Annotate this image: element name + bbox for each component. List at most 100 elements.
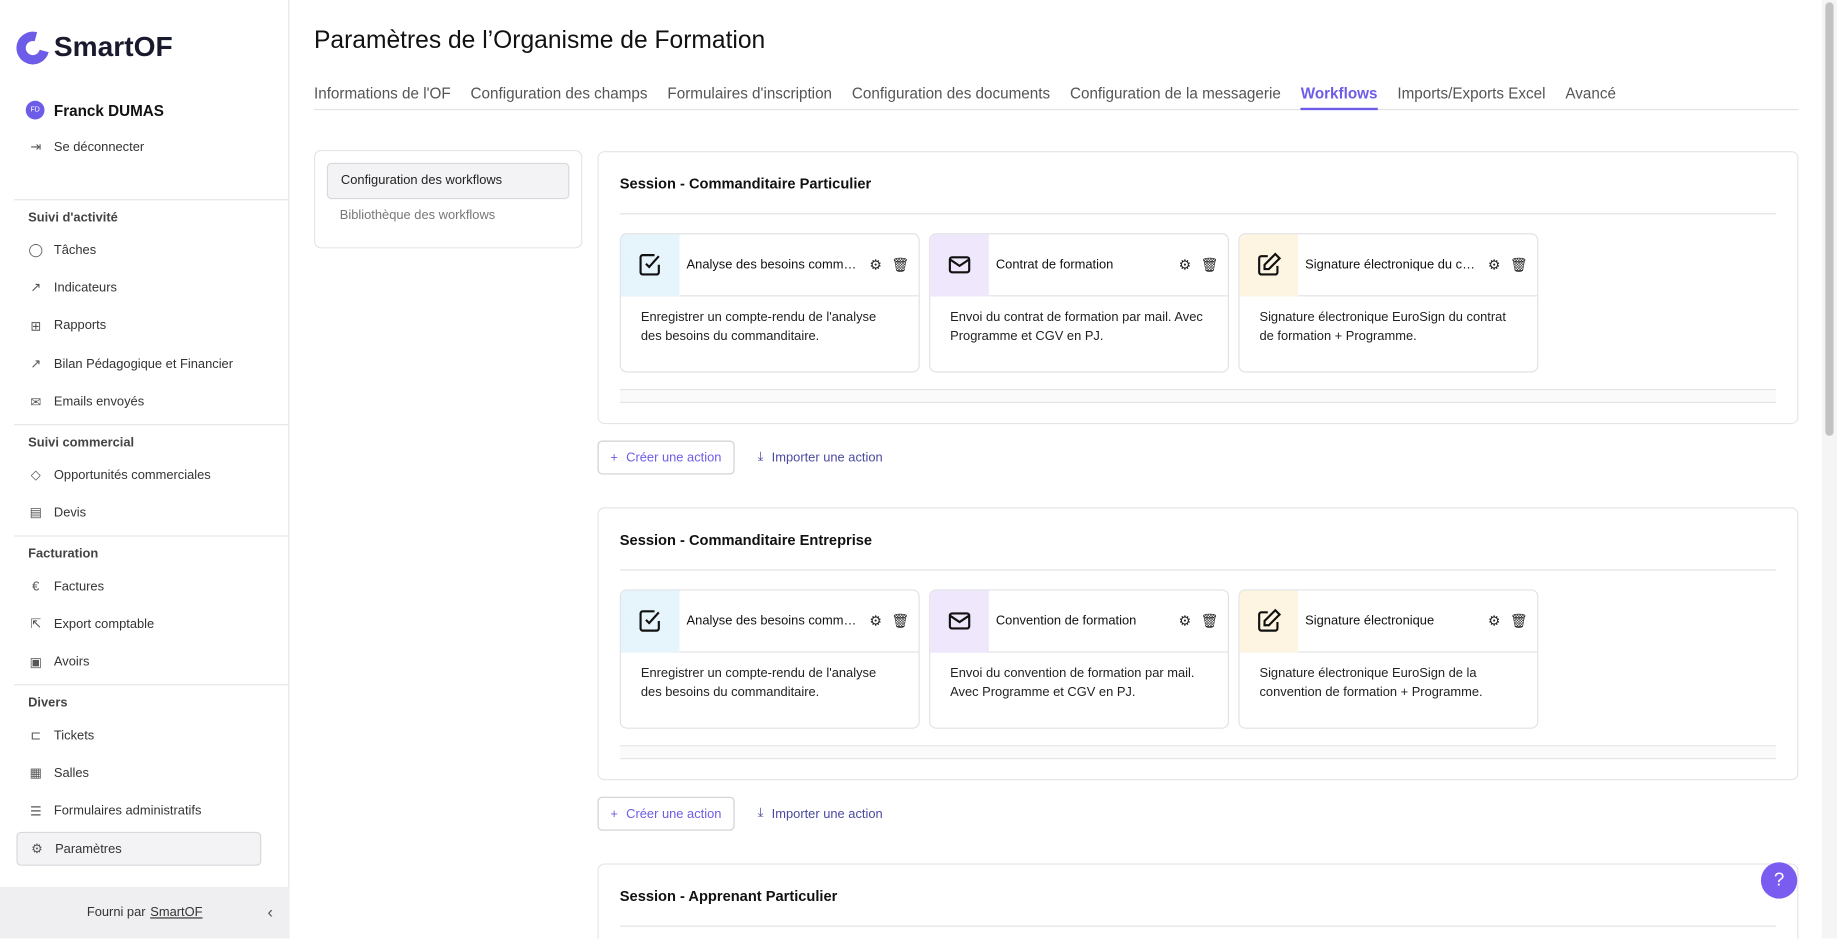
sidebar-item[interactable]: ✉ Emails envoyés: [16, 385, 261, 419]
action-title: Signature électronique: [1305, 613, 1435, 628]
cards-horizontal-scrollbar[interactable]: [619, 745, 1777, 760]
tab[interactable]: Informations de l'OF: [313, 84, 451, 102]
sidebar-item-label: Rapports: [53, 319, 107, 334]
divider: [619, 569, 1777, 571]
edit-icon: [1239, 234, 1299, 296]
action-description: Enregistrer un compte-rendu de l'analyse…: [640, 310, 877, 344]
tab[interactable]: Imports/Exports Excel: [1397, 84, 1546, 102]
footer-link[interactable]: SmartOF: [150, 905, 203, 920]
tab[interactable]: Formulaires d'inscription: [667, 84, 833, 102]
checkbox-icon: [620, 234, 680, 296]
trash-icon[interactable]: 🗑: [1200, 612, 1219, 630]
sidebar-item[interactable]: ☰ Formulaires administratifs: [16, 794, 261, 828]
footer-prefix: Fourni par: [86, 905, 146, 920]
main-content: Paramètres de l’Organisme de Formation I…: [291, 0, 1822, 939]
import-action-button[interactable]: ⤓ Importer une action: [758, 450, 883, 465]
workflow-actions: + Créer une action ⤓ Importer une action: [597, 440, 883, 475]
tab[interactable]: Avancé: [1565, 84, 1616, 102]
table-icon: ⊞: [30, 319, 42, 334]
sidebar-item[interactable]: ◇ Opportunités commerciales: [16, 458, 261, 492]
sidebar-item-label: Emails envoyés: [53, 394, 145, 409]
divider: [619, 925, 1777, 927]
workflow-panel: Session - Apprenant Particulier: [597, 863, 1799, 939]
settings-gear-icon[interactable]: ⚙: [1178, 612, 1192, 630]
tab[interactable]: Configuration de la messagerie: [1069, 84, 1281, 102]
gear-icon: ⚙: [31, 842, 43, 857]
create-action-label: Créer une action: [626, 806, 722, 821]
plus-icon: +: [610, 806, 618, 821]
settings-gear-icon[interactable]: ⚙: [1487, 256, 1501, 273]
sidebar-item[interactable]: ⊏ Tickets: [16, 718, 261, 752]
sidebar-section-title: Divers: [28, 695, 68, 710]
cards-horizontal-scrollbar[interactable]: [619, 388, 1777, 404]
sidebar-item-label: Indicateurs: [53, 281, 117, 296]
workflow-action-card[interactable]: Signature électronique du contrat ⚙ 🗑 Sig…: [1238, 233, 1539, 373]
sidebar-item[interactable]: ▦ Salles: [16, 756, 261, 790]
chart-icon: ↗: [30, 357, 42, 372]
divider: [619, 213, 1777, 215]
settings-gear-icon[interactable]: ⚙: [1487, 612, 1501, 630]
plus-icon: +: [610, 450, 618, 465]
workflow-action-card[interactable]: Analyse des besoins commanditaire ⚙ 🗑 Enr…: [619, 233, 920, 373]
trash-icon[interactable]: 🗑: [1509, 256, 1528, 273]
cash-icon: ▣: [29, 655, 42, 670]
settings-gear-icon[interactable]: ⚙: [869, 612, 882, 630]
collapse-sidebar-icon[interactable]: ‹: [267, 902, 273, 921]
help-button[interactable]: ?: [1760, 862, 1798, 899]
sidebar-item-label: Salles: [53, 766, 90, 781]
action-description: Signature électronique EuroSign de la co…: [1259, 666, 1483, 700]
trash-icon[interactable]: 🗑: [1200, 256, 1219, 273]
trash-icon[interactable]: 🗑: [1509, 612, 1528, 630]
logo[interactable]: SmartOF: [10, 25, 173, 71]
action-description: Envoi du convention de formation par mai…: [950, 666, 1195, 700]
sidebar-item-label: Paramètres: [55, 842, 122, 857]
settings-gear-icon[interactable]: ⚙: [869, 256, 882, 273]
logo-text: SmartOF: [53, 31, 173, 64]
page-scrollbar[interactable]: [1821, 0, 1837, 939]
sidebar-item[interactable]: ⚙ Paramètres: [16, 832, 262, 867]
workflow-action-card[interactable]: Contrat de formation ⚙ 🗑 Envoi du contrat…: [929, 233, 1230, 373]
sidebar-item[interactable]: ▤ Devis: [16, 496, 261, 530]
workflow-actions: + Créer une action ⤓ Importer une action: [597, 796, 883, 831]
sidebar-item-label: Tickets: [53, 728, 95, 743]
settings-gear-icon[interactable]: ⚙: [1178, 256, 1192, 273]
workflow-action-card[interactable]: Signature électronique ⚙ 🗑 Signature élec…: [1238, 589, 1539, 729]
sidebar-item[interactable]: € Factures: [16, 569, 261, 603]
sidebar-item[interactable]: ↗ Indicateurs: [16, 271, 261, 305]
subnav-library-workflows[interactable]: Bibliothèque des workflows: [339, 208, 496, 223]
mail-icon: ✉: [30, 395, 42, 410]
download-icon: ⤓: [757, 449, 764, 464]
tag-icon: ◇: [30, 468, 41, 483]
create-action-button[interactable]: + Créer une action: [597, 796, 735, 831]
import-action-button[interactable]: ⤓ Importer une action: [758, 806, 883, 821]
tab[interactable]: Configuration des documents: [851, 84, 1051, 102]
sidebar-item-label: Opportunités commerciales: [53, 468, 211, 483]
scrollbar-thumb[interactable]: [1825, 2, 1834, 436]
sidebar-item[interactable]: ⊞ Rapports: [16, 309, 261, 343]
tab[interactable]: Configuration des champs: [470, 84, 648, 102]
euro-icon: €: [32, 579, 40, 594]
sidebar-item-label: Export comptable: [53, 617, 155, 632]
trash-icon[interactable]: 🗑: [891, 256, 910, 273]
subnav-config-workflows[interactable]: Configuration des workflows: [326, 162, 570, 200]
sidebar-item[interactable]: ◯ Tâches: [16, 233, 261, 267]
sidebar-item[interactable]: ⇱ Export comptable: [16, 607, 261, 641]
workflow-action-card[interactable]: Analyse des besoins commanditaire ⚙ 🗑 Enr…: [619, 589, 920, 729]
sidebar-item[interactable]: ▣ Avoirs: [16, 645, 261, 679]
sidebar-footer: Fourni par SmartOF ‹: [0, 886, 290, 939]
sidebar-item[interactable]: ↗ Bilan Pédagogique et Financier: [16, 347, 261, 381]
sidebar-section-title: Suivi commercial: [28, 435, 135, 450]
export-icon: ⇱: [30, 617, 42, 632]
document-icon: ▤: [29, 506, 42, 521]
trash-icon[interactable]: 🗑: [891, 612, 910, 630]
tab[interactable]: Workflows: [1300, 84, 1378, 111]
create-action-button[interactable]: + Créer une action: [597, 440, 735, 475]
sidebar-item-label: Devis: [53, 506, 87, 521]
sidebar-item-label: Bilan Pédagogique et Financier: [53, 356, 234, 372]
user-profile[interactable]: FD Franck DUMAS: [25, 100, 164, 120]
sidebar-divider: [14, 684, 290, 686]
user-name: Franck DUMAS: [53, 101, 164, 119]
workflow-title: Session - Apprenant Particulier: [619, 888, 838, 905]
workflow-action-card[interactable]: Convention de formation ⚙ 🗑 Envoi du conv…: [929, 589, 1230, 729]
logout-link[interactable]: ⇥ Se déconnecter: [16, 130, 261, 164]
